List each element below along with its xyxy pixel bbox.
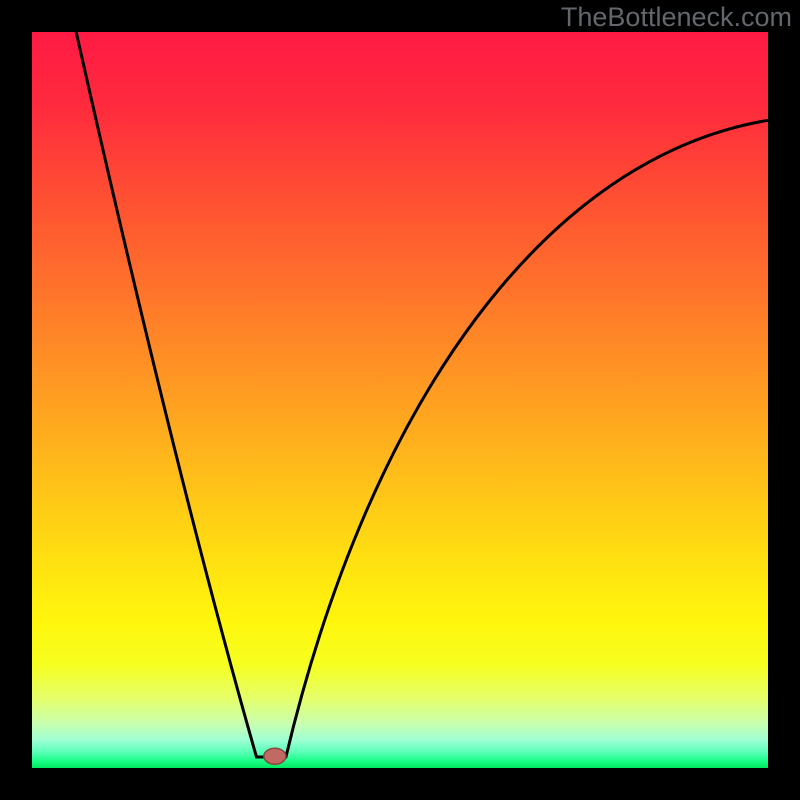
chart-frame: TheBottleneck.com [0,0,800,800]
bottleneck-chart [0,0,800,800]
watermark-label: TheBottleneck.com [561,2,792,33]
plot-background [32,32,768,768]
minimum-marker [264,748,286,764]
